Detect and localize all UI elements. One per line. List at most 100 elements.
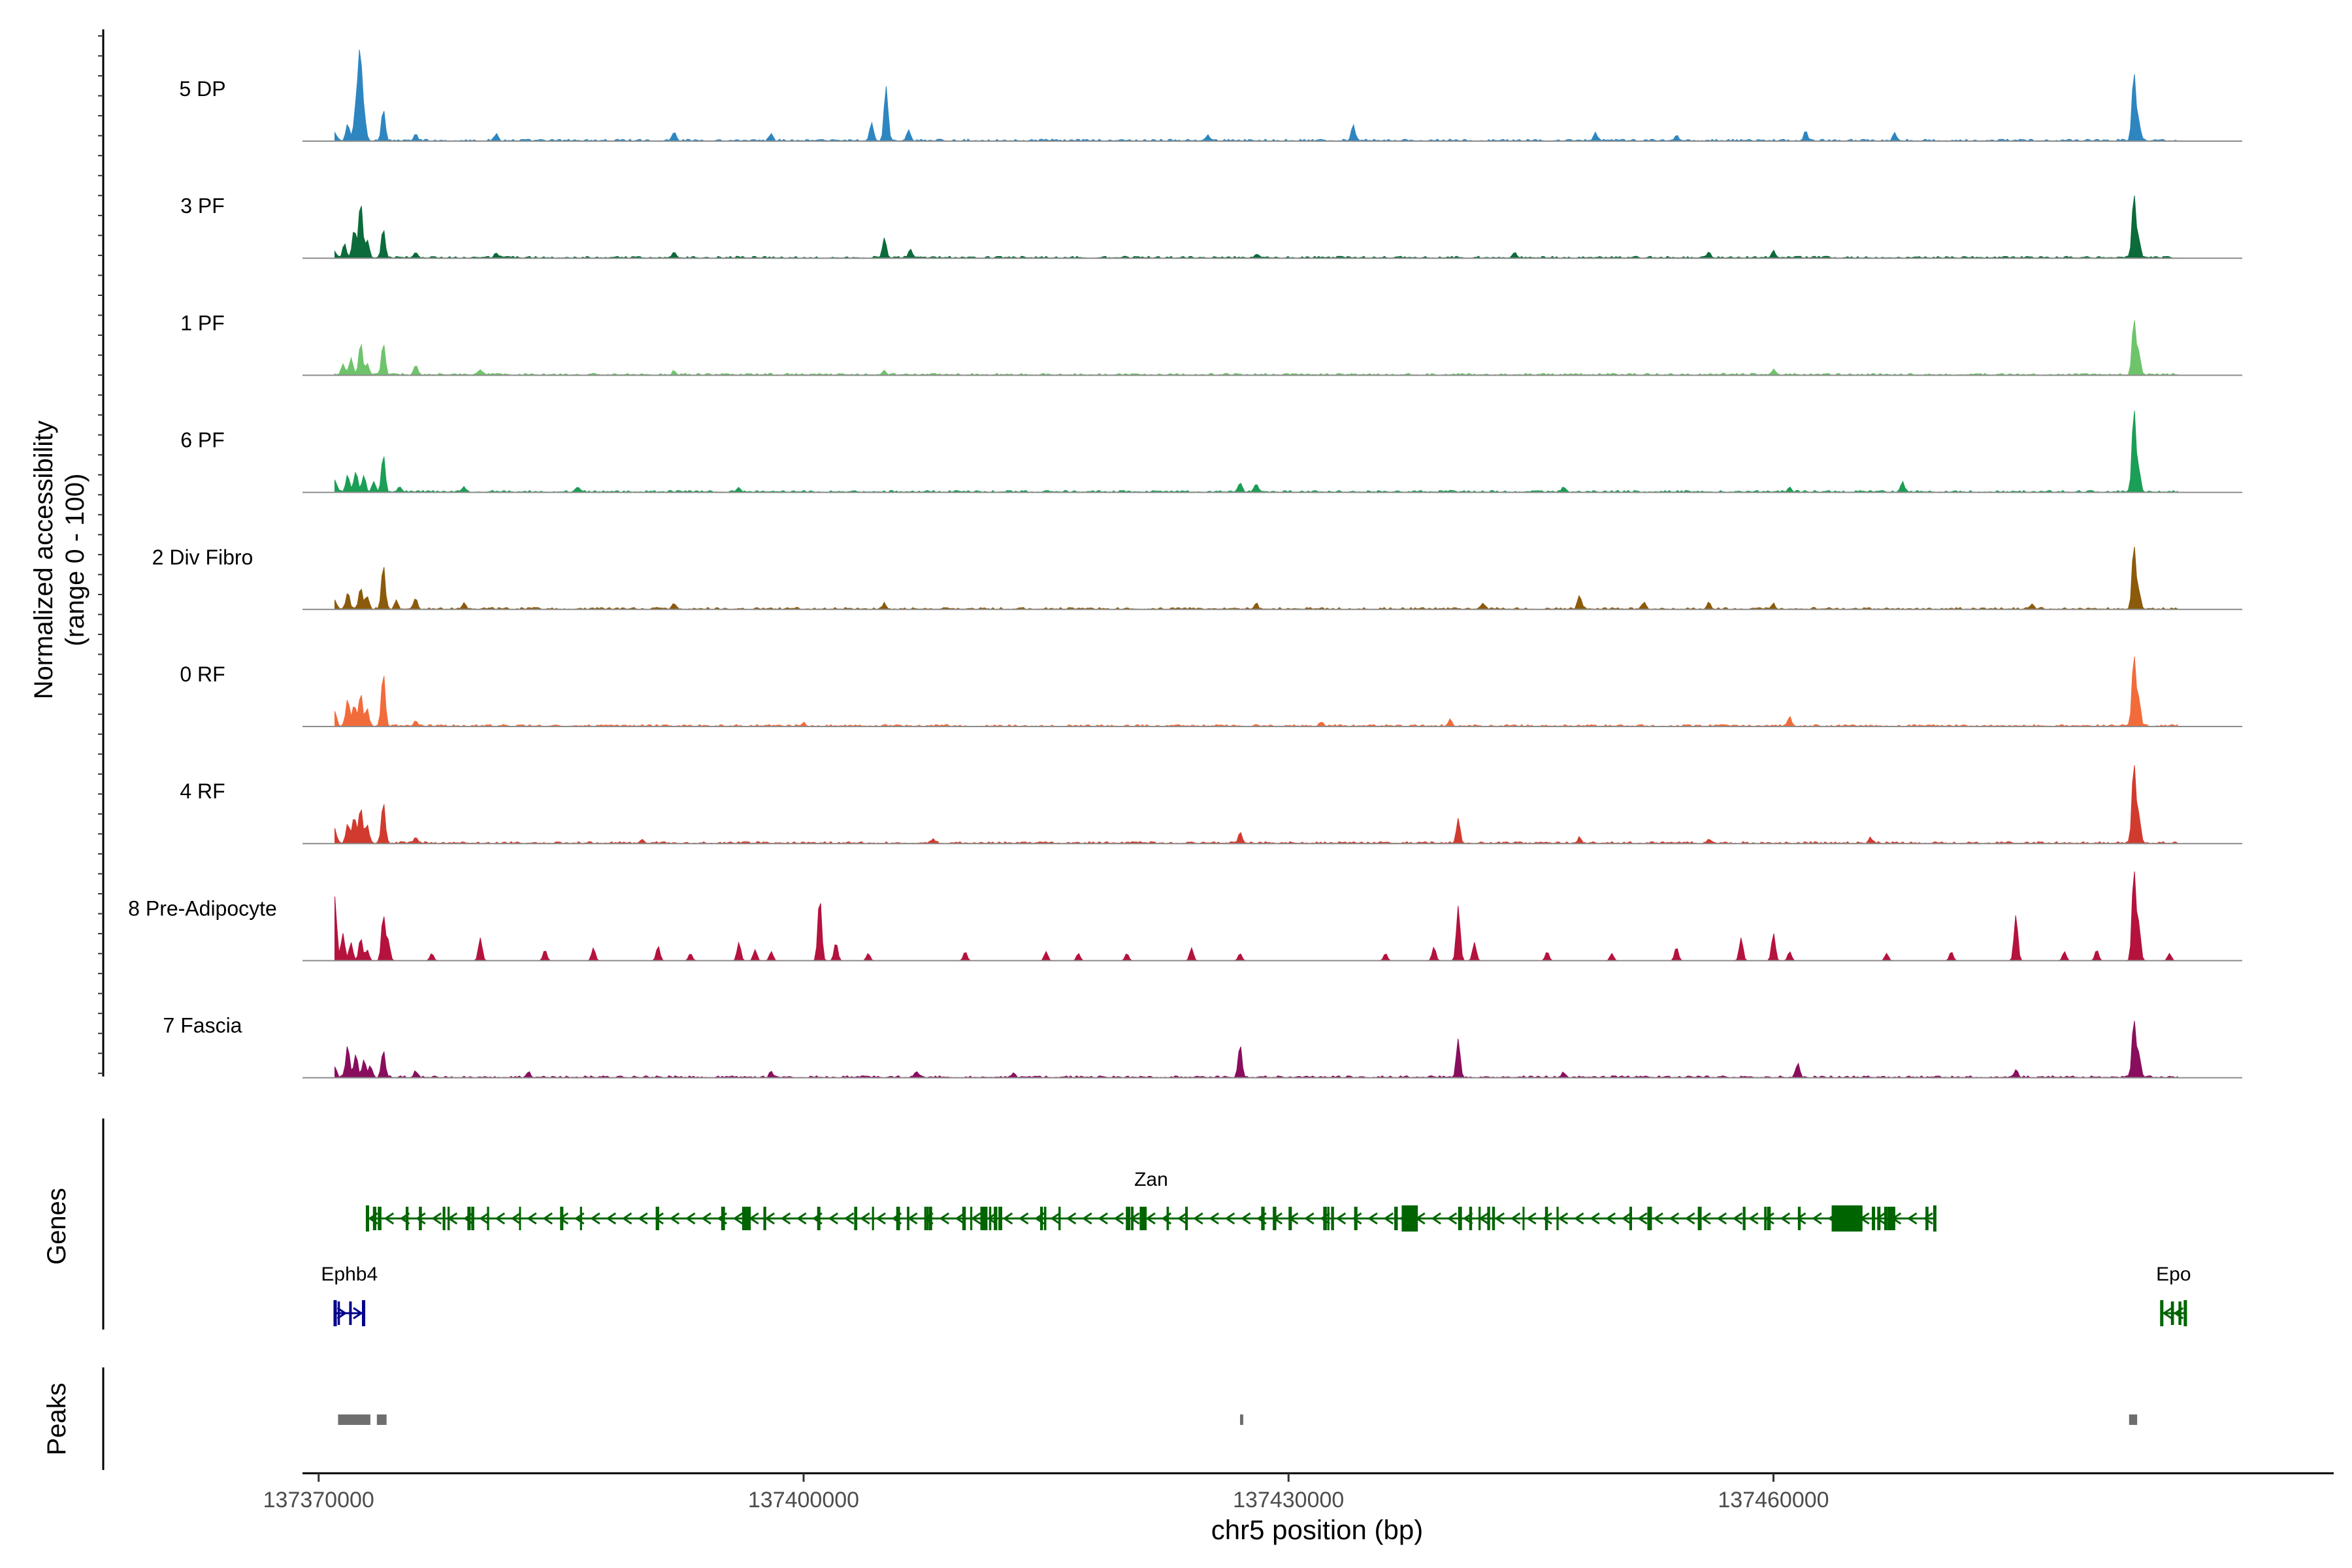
strand-arrow (1780, 1212, 1791, 1225)
exon (655, 1207, 659, 1230)
gene-label: Ephb4 (321, 1264, 378, 1285)
coverage-area (335, 1021, 2178, 1079)
gene-model: Epo (2156, 1264, 2191, 1326)
exon (2178, 1301, 2181, 1325)
exon (962, 1207, 966, 1230)
gene-model: Ephb4 (321, 1264, 378, 1326)
track-label: 8 Pre-Adipocyte (128, 896, 277, 920)
strand-arrow (1098, 1212, 1108, 1225)
strand-arrow (1812, 1212, 1822, 1225)
exon (378, 1207, 382, 1230)
exon (998, 1207, 1003, 1230)
genes-axis-label: Genes (42, 1188, 71, 1265)
exon (1556, 1207, 1559, 1230)
strand-arrow (669, 1212, 680, 1225)
exon (333, 1300, 337, 1326)
strand-arrow (860, 1212, 870, 1225)
exon (1401, 1205, 1418, 1232)
strand-arrow (685, 1212, 696, 1225)
strand-arrow (653, 1212, 664, 1225)
strand-arrow (1066, 1212, 1077, 1225)
exon (1478, 1207, 1481, 1230)
exon (1327, 1207, 1330, 1230)
strand-arrow (1542, 1212, 1552, 1225)
exon (1764, 1207, 1767, 1230)
track-label: 0 RF (180, 662, 225, 686)
genes-layer: Zan Ephb4 Epo (321, 1169, 2191, 1326)
exon (1143, 1207, 1147, 1230)
exon (1887, 1207, 1890, 1230)
coverage-area (335, 49, 2178, 142)
strand-arrow (1605, 1212, 1616, 1225)
exon (1323, 1207, 1327, 1230)
strand-arrow (353, 1307, 363, 1320)
exon (1877, 1207, 1881, 1230)
exon (405, 1207, 409, 1230)
strand-arrow (828, 1212, 839, 1225)
strand-arrow (939, 1212, 950, 1225)
strand-arrow (416, 1212, 426, 1225)
x-axis-layer: 137370000 137400000 137430000 137460000 (263, 1472, 2334, 1512)
strand-arrow (1795, 1212, 1806, 1225)
strand-arrow (495, 1212, 506, 1225)
exon (1331, 1207, 1334, 1230)
strand-arrow (1558, 1212, 1569, 1225)
exon (994, 1207, 998, 1230)
exon (467, 1207, 471, 1230)
coverage-area (335, 765, 2178, 844)
x-tick-label: 137370000 (263, 1488, 374, 1512)
tracks-layer: 5 DP 3 PF 1 PF 6 PF 2 Div Fibro 0 RF 4 RF 8 Pre… (128, 49, 2242, 1079)
strand-arrow (701, 1212, 711, 1225)
strand-arrow (1209, 1212, 1219, 1225)
strand-arrow (1050, 1212, 1061, 1225)
exon (907, 1207, 909, 1230)
exon (982, 1207, 986, 1230)
x-tick-label: 137430000 (1233, 1488, 1344, 1512)
exon (747, 1207, 751, 1230)
exon (1647, 1207, 1650, 1230)
exon (1933, 1205, 1936, 1232)
strand-arrow (971, 1212, 981, 1225)
strand-arrow (1224, 1212, 1235, 1225)
exon (896, 1207, 900, 1230)
strand-arrow (780, 1212, 791, 1225)
exon (1831, 1205, 1863, 1232)
exon (1040, 1207, 1043, 1230)
exon (1742, 1207, 1746, 1230)
coverage-track: 7 Fascia (163, 1014, 2242, 1079)
exon (472, 1207, 474, 1230)
exon (372, 1207, 376, 1230)
coverage-track: 2 Div Fibro (152, 546, 2242, 610)
exon (1128, 1207, 1131, 1230)
coverage-area (335, 656, 2178, 727)
track-label: 5 DP (179, 77, 225, 101)
exon (1058, 1207, 1061, 1230)
strand-arrow (796, 1212, 807, 1225)
exon (442, 1207, 446, 1230)
strand-arrow (1335, 1212, 1347, 1225)
exon (970, 1207, 973, 1230)
exon (988, 1207, 992, 1230)
exon (1492, 1207, 1495, 1230)
strand-arrow (1018, 1212, 1029, 1225)
exon (560, 1207, 564, 1230)
strand-arrow (764, 1212, 775, 1225)
track-label: 6 PF (180, 429, 225, 452)
exon (1139, 1207, 1143, 1230)
strand-arrow (1494, 1212, 1505, 1225)
strand-arrow (1653, 1212, 1663, 1225)
exon (580, 1207, 582, 1230)
strand-arrow (336, 1307, 348, 1320)
strand-arrow (527, 1212, 537, 1225)
strand-arrow (542, 1212, 553, 1225)
strand-arrow (590, 1212, 600, 1225)
strand-arrow (1573, 1212, 1584, 1225)
exon (1925, 1207, 1929, 1230)
exon (928, 1207, 932, 1230)
strand-arrow (1923, 1212, 1933, 1225)
strand-arrow (1906, 1212, 1918, 1225)
strand-arrow (1526, 1212, 1537, 1225)
coverage-area (335, 546, 2178, 610)
peak-region (1240, 1414, 1243, 1425)
